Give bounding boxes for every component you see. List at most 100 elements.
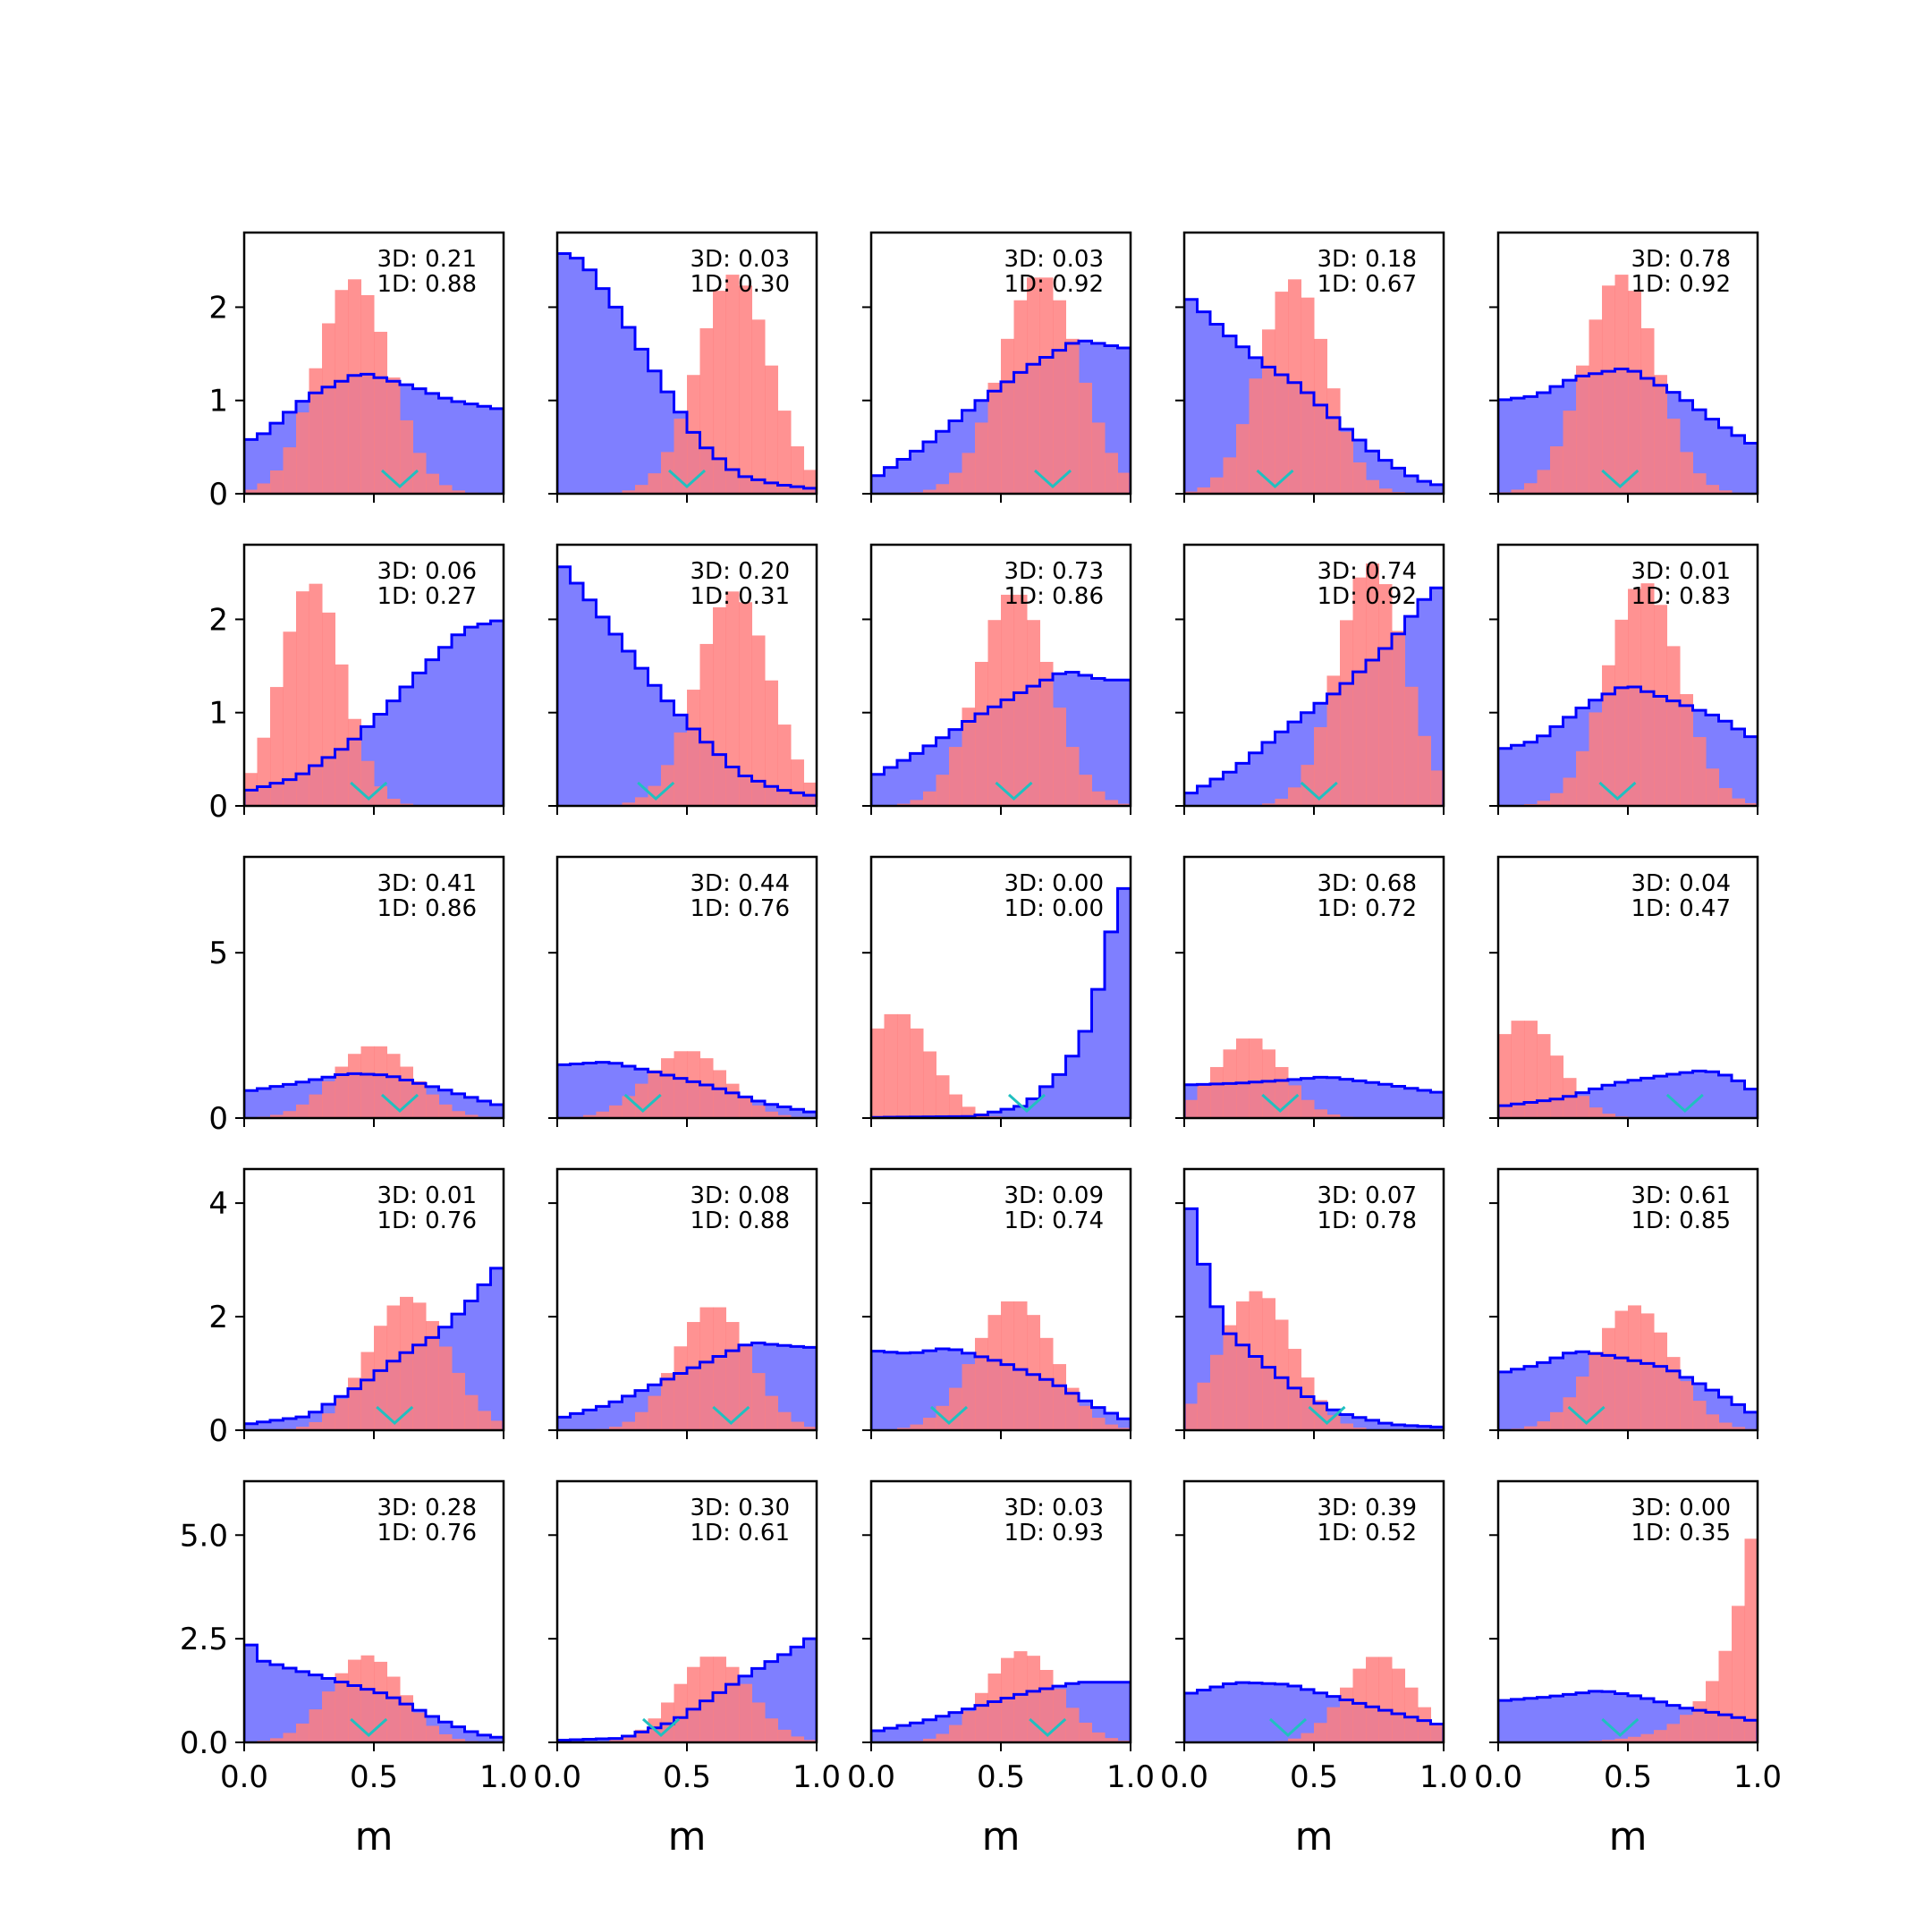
red-bar bbox=[1563, 1078, 1577, 1118]
red-bar bbox=[1718, 1422, 1733, 1430]
blue-bar bbox=[426, 393, 439, 494]
blue-bar bbox=[648, 370, 662, 494]
blue-bar bbox=[478, 1284, 491, 1430]
blue-bar bbox=[1392, 468, 1405, 494]
red-bar bbox=[309, 1094, 323, 1118]
blue-bar bbox=[1576, 1692, 1589, 1742]
blue-bar bbox=[1602, 1691, 1615, 1742]
blue-bar bbox=[1498, 1700, 1512, 1742]
red-bar bbox=[283, 631, 297, 806]
red-bar bbox=[270, 470, 284, 494]
red-bar bbox=[490, 1420, 504, 1430]
red-bar bbox=[335, 1066, 349, 1118]
red-bar bbox=[975, 422, 988, 494]
blue-bar bbox=[1692, 410, 1707, 494]
blue-bar bbox=[1524, 741, 1538, 806]
blue-bar bbox=[1197, 1690, 1211, 1742]
blue-bar bbox=[244, 1423, 258, 1430]
blue-bar bbox=[1706, 419, 1719, 494]
red-bar bbox=[674, 1683, 688, 1742]
red-bar bbox=[987, 1315, 1002, 1430]
blue-bar bbox=[1654, 1076, 1667, 1118]
panel-plot-area bbox=[1184, 1038, 1444, 1118]
label-1d: 1D: 0.93 bbox=[1004, 1520, 1104, 1546]
label-3d: 3D: 0.41 bbox=[377, 870, 477, 897]
y-tick-label: 1 bbox=[208, 696, 228, 732]
blue-bar bbox=[1378, 460, 1393, 494]
marker-v bbox=[1033, 469, 1072, 489]
blue-bar bbox=[803, 1639, 817, 1742]
label-3d: 3D: 0.78 bbox=[1631, 246, 1731, 273]
blue-bar bbox=[1511, 1368, 1525, 1430]
red-bar bbox=[1223, 1325, 1237, 1430]
marker-v bbox=[380, 1093, 419, 1114]
red-bar bbox=[725, 1083, 740, 1118]
blue-bar bbox=[1640, 1078, 1655, 1118]
panel-plot-area bbox=[244, 1046, 504, 1118]
blue-bar bbox=[1498, 1371, 1512, 1430]
red-bar bbox=[1117, 472, 1131, 494]
blue-bar bbox=[270, 1419, 284, 1430]
label-1d: 1D: 0.72 bbox=[1318, 895, 1417, 922]
red-bar bbox=[713, 606, 726, 806]
blue-step-outline bbox=[244, 1072, 504, 1118]
blue-bar bbox=[1602, 1085, 1615, 1118]
red-bar bbox=[1602, 1327, 1615, 1430]
blue-step-outline bbox=[557, 251, 817, 494]
red-bar bbox=[1262, 329, 1275, 494]
red-bar bbox=[1079, 775, 1092, 806]
label-3d: 3D: 0.18 bbox=[1318, 246, 1417, 273]
marker-v bbox=[350, 1717, 388, 1738]
red-bar bbox=[803, 1427, 817, 1430]
blue-bar bbox=[1262, 741, 1275, 806]
red-bar bbox=[1718, 1650, 1733, 1742]
label-1d: 1D: 0.76 bbox=[691, 895, 790, 922]
marker-v bbox=[376, 1405, 414, 1426]
red-bar bbox=[635, 1083, 648, 1118]
red-bar bbox=[1392, 1668, 1405, 1742]
blue-bar bbox=[1223, 772, 1237, 806]
blue-bar bbox=[791, 1109, 804, 1118]
label-1d: 1D: 0.67 bbox=[1318, 271, 1417, 298]
red-bar bbox=[374, 331, 387, 494]
red-bar bbox=[348, 279, 361, 494]
panel-plot-area bbox=[244, 583, 504, 806]
x-tick-label: 0.0 bbox=[220, 1759, 268, 1795]
blue-bar bbox=[1524, 1698, 1538, 1742]
red-bar bbox=[426, 473, 439, 494]
blue-bar bbox=[1184, 1208, 1198, 1430]
red-bar bbox=[923, 791, 936, 806]
label-1d: 1D: 0.27 bbox=[377, 583, 477, 610]
red-bar bbox=[751, 635, 766, 806]
marker-v bbox=[637, 781, 675, 801]
red-bar bbox=[309, 1709, 323, 1742]
label-1d: 1D: 0.92 bbox=[1004, 271, 1104, 298]
red-bar bbox=[687, 375, 700, 494]
blue-bar bbox=[1524, 396, 1538, 494]
blue-bar bbox=[1105, 680, 1118, 806]
red-bar bbox=[1326, 388, 1341, 494]
red-bar bbox=[1706, 1414, 1719, 1430]
red-bar bbox=[1091, 791, 1106, 806]
marker-v bbox=[623, 1093, 662, 1114]
red-bar bbox=[1692, 1701, 1707, 1742]
red-bar bbox=[1262, 1298, 1275, 1430]
blue-bar bbox=[270, 1086, 284, 1118]
red-bar bbox=[661, 1373, 674, 1430]
red-bar bbox=[1366, 479, 1379, 494]
red-bar bbox=[360, 294, 375, 494]
red-bar bbox=[1223, 457, 1237, 494]
red-bar bbox=[1366, 1657, 1379, 1742]
panel-plot-area bbox=[244, 1267, 504, 1430]
blue-bar bbox=[884, 467, 898, 494]
blue-bar bbox=[1418, 481, 1431, 494]
blue-bar bbox=[910, 1723, 924, 1742]
blue-bar bbox=[1563, 1694, 1577, 1742]
red-bar bbox=[713, 291, 726, 494]
red-bar bbox=[1249, 1038, 1263, 1118]
red-bar bbox=[1614, 1738, 1629, 1742]
